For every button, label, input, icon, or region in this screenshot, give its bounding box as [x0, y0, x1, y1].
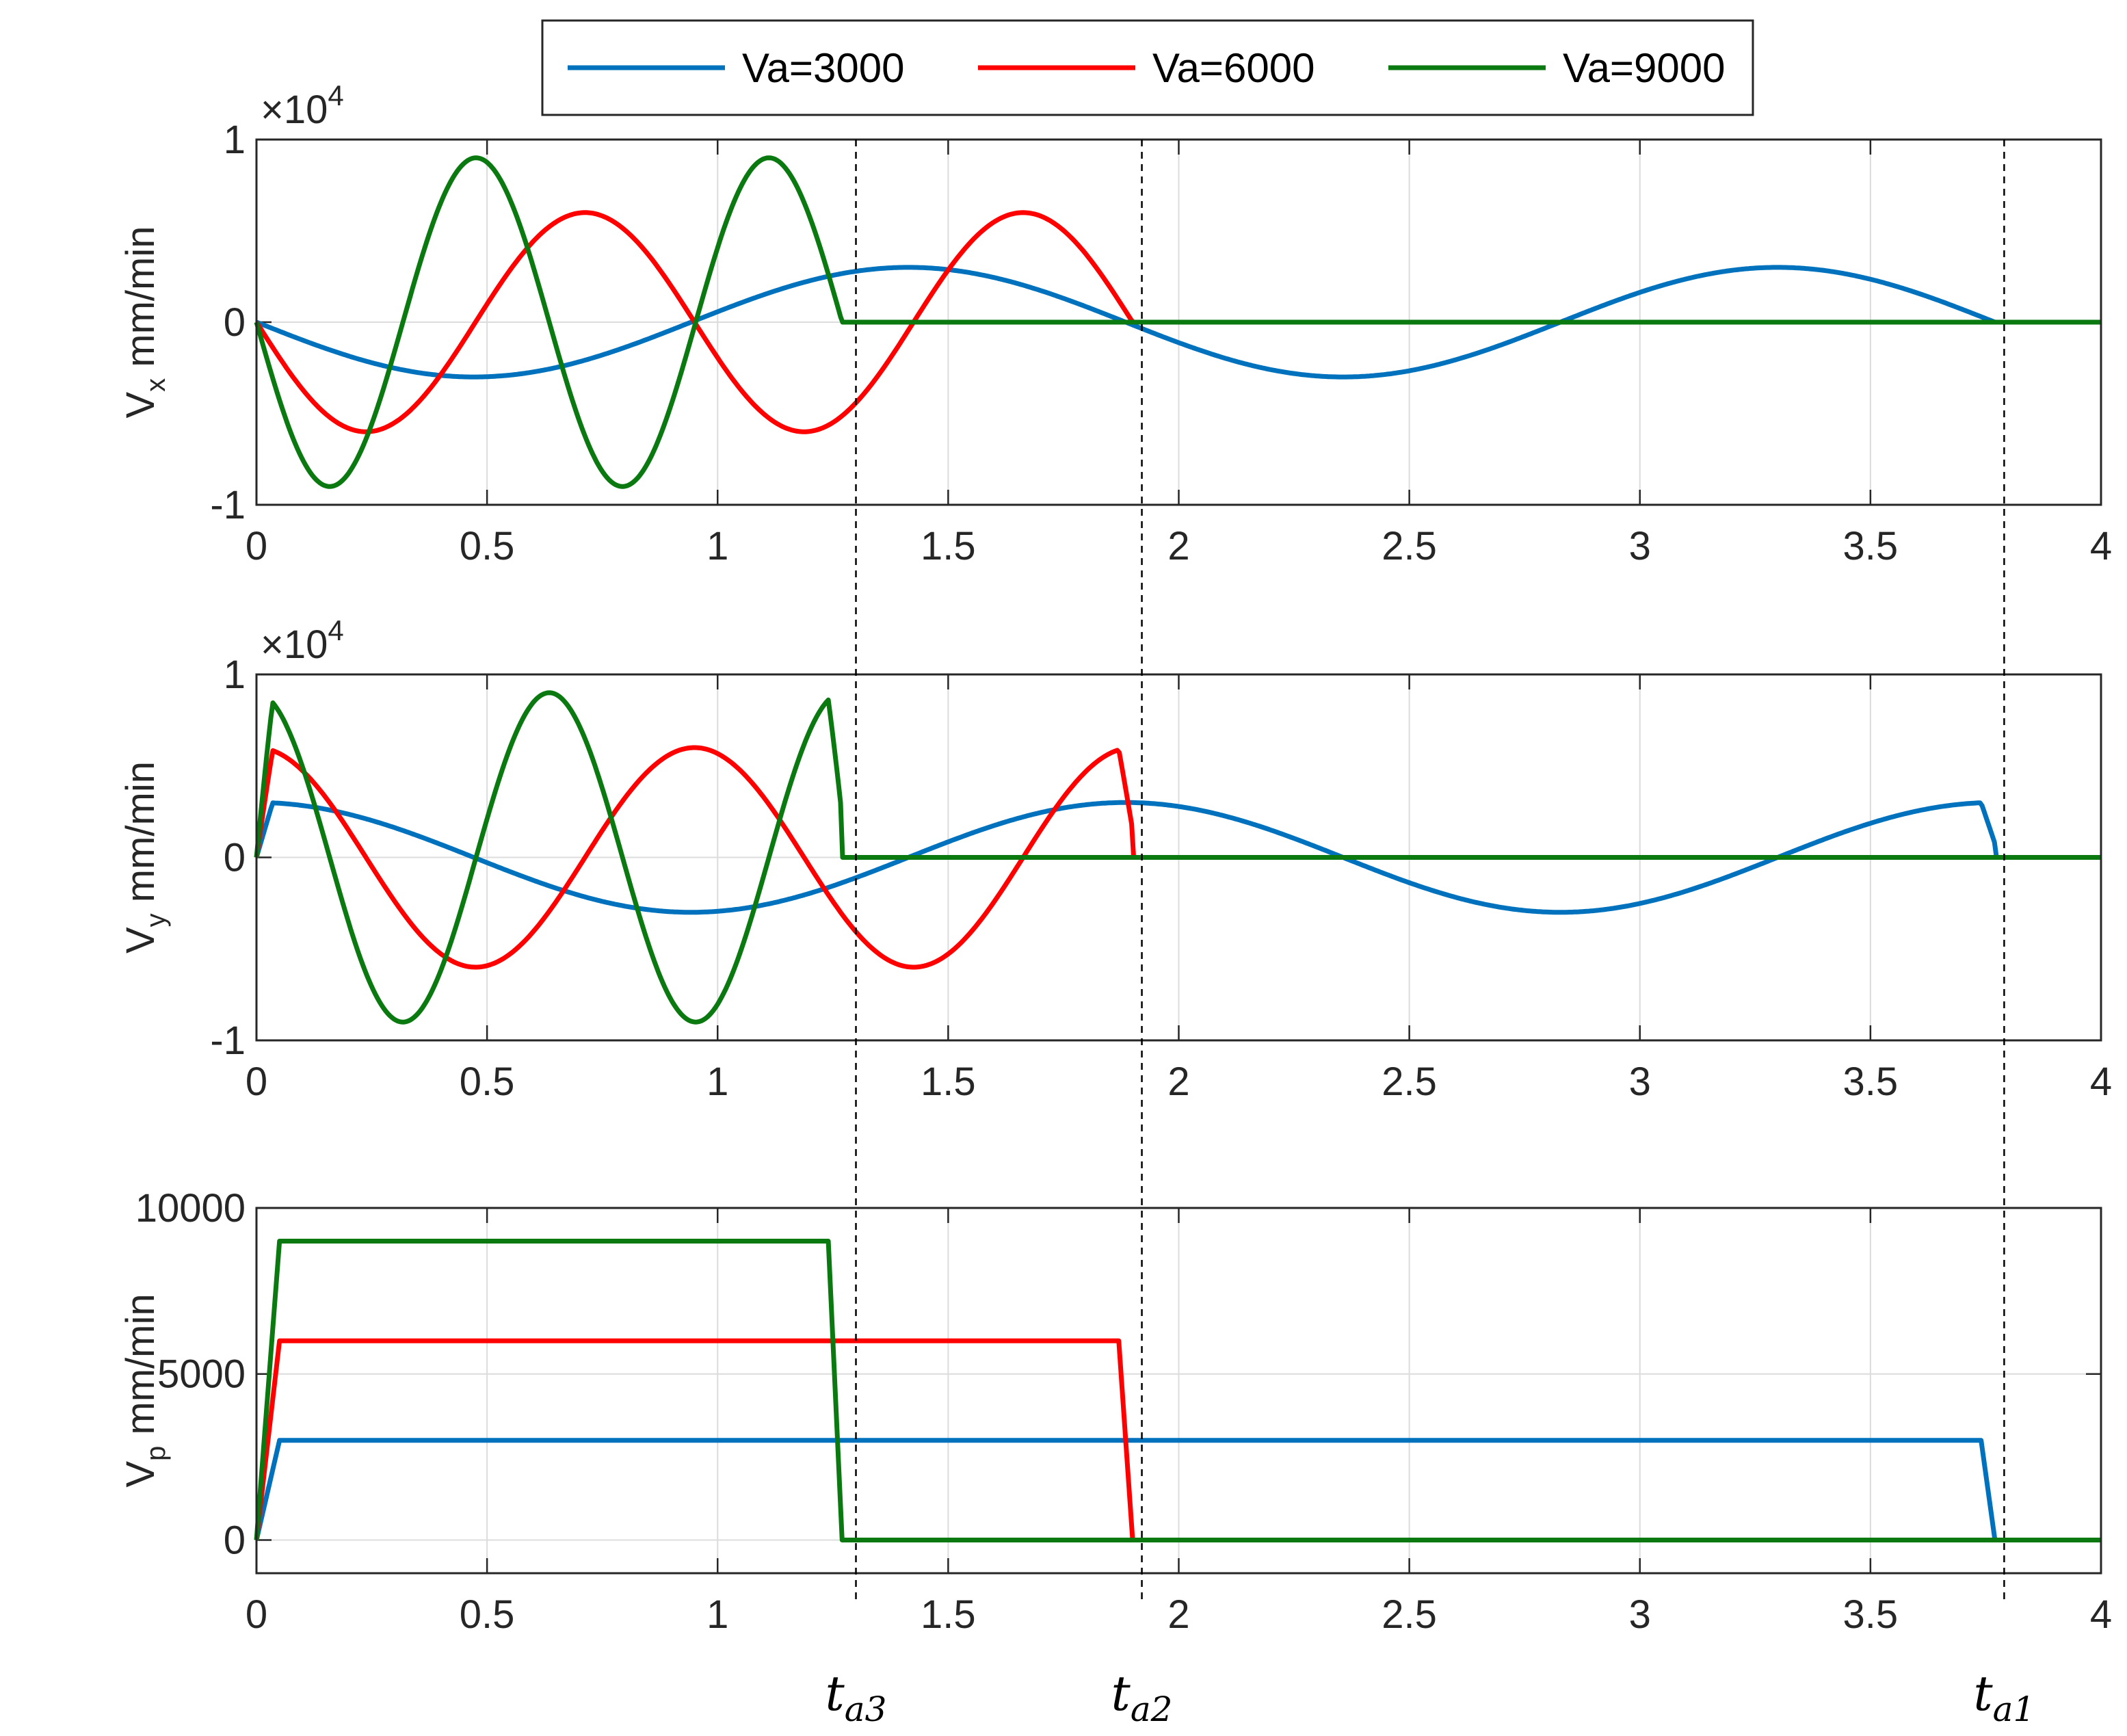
y-tick-label: 0	[224, 300, 246, 345]
x-tick-label: 1	[706, 524, 728, 568]
exponent-label: ×104	[261, 614, 344, 667]
x-tick-label: 1.5	[921, 1592, 976, 1637]
x-tick-label: 0	[246, 1592, 267, 1637]
x-tick-label: 4	[2090, 524, 2112, 568]
y-tick-label: 5000	[157, 1352, 246, 1397]
x-tick-label: 1	[706, 1060, 728, 1104]
x-tick-label: 1.5	[921, 524, 976, 568]
marker-label: ta2	[1111, 1666, 1173, 1729]
y-axis-label: Vy mm/min	[118, 761, 171, 954]
y-tick-label: -1	[210, 483, 246, 527]
legend-box	[541, 19, 1754, 116]
marker-label: ta3	[825, 1666, 887, 1729]
x-tick-label: 0	[246, 524, 267, 568]
axes-box	[255, 673, 2102, 1042]
x-tick-label: 3	[1629, 524, 1651, 568]
y-axis-label: Vx mm/min	[118, 226, 171, 418]
y-tick-label: 1	[224, 653, 246, 697]
x-tick-label: 1	[706, 1592, 728, 1637]
x-tick-label: 0.5	[460, 1060, 515, 1104]
axes-box	[255, 138, 2102, 506]
x-tick-label: 3	[1629, 1592, 1651, 1637]
y-tick-label: -1	[210, 1018, 246, 1063]
x-tick-label: 2	[1167, 1592, 1189, 1637]
y-tick-label: 0	[224, 836, 246, 880]
y-axis-label: Vp mm/min	[118, 1293, 171, 1487]
axes-box	[255, 1207, 2102, 1575]
legend: Va=3000 Va=6000 Va=9000	[541, 19, 1754, 116]
x-tick-label: 4	[2090, 1060, 2112, 1104]
marker-label: ta1	[1974, 1666, 2035, 1729]
legend-label: Va=3000	[742, 45, 904, 91]
y-tick-label: 10000	[135, 1186, 246, 1231]
panel-3: 0 0.5 1 1.5 2 2.5 3 3.5 4 0 5000 10000 Vp mm/min	[118, 1186, 2112, 1637]
x-tick-label: 2.5	[1382, 1592, 1437, 1637]
y-tick-label: 0	[224, 1518, 246, 1562]
x-tick-label: 2.5	[1382, 1060, 1437, 1104]
x-tick-label: 3.5	[1843, 1060, 1899, 1104]
legend-label: Va=9000	[1563, 45, 1725, 91]
x-tick-label: 3	[1629, 1060, 1651, 1104]
x-tick-label: 2	[1167, 524, 1189, 568]
y-tick-label: 1	[224, 118, 246, 162]
x-tick-label: 3.5	[1843, 1592, 1899, 1637]
series-line	[254, 1239, 2101, 1542]
x-tick-label: 1.5	[921, 1060, 976, 1104]
x-tick-label: 2	[1167, 1060, 1189, 1104]
series-line	[254, 155, 2102, 489]
x-tick-label: 0.5	[460, 524, 515, 568]
exponent-label: ×104	[261, 79, 344, 132]
x-tick-label: 2.5	[1382, 524, 1437, 568]
x-tick-label: 3.5	[1843, 524, 1899, 568]
x-tick-label: 0	[246, 1060, 267, 1104]
legend-label: Va=6000	[1152, 45, 1314, 91]
series-line	[254, 690, 2102, 1025]
x-tick-label: 4	[2090, 1592, 2112, 1637]
x-tick-label: 0.5	[460, 1592, 515, 1637]
